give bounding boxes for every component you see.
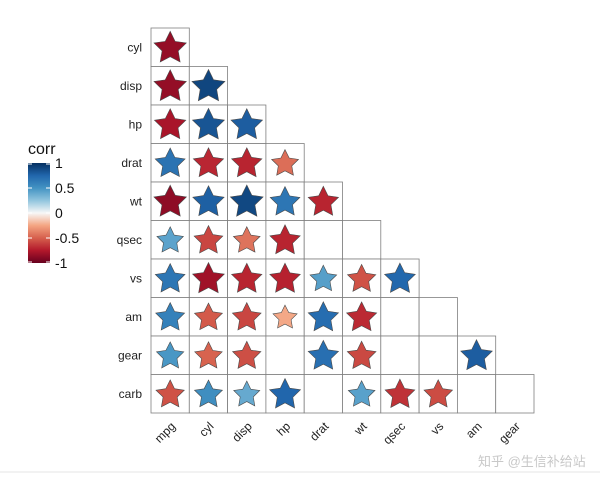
corr-star-qsec-hp	[269, 224, 301, 255]
corr-star-disp-cyl	[191, 68, 226, 102]
corr-star-gear-mpg	[155, 341, 185, 369]
corr-star-wt-drat	[307, 185, 340, 216]
corr-star-vs-cyl	[191, 261, 225, 294]
corr-star-gear-drat	[307, 339, 340, 370]
x-label-vs: vs	[428, 419, 446, 437]
corr-star-drat-mpg	[154, 147, 186, 178]
corr-star-wt-disp	[229, 184, 264, 217]
y-label-cyl: cyl	[127, 40, 142, 54]
grid-cell	[418, 297, 458, 337]
corr-star-carb-wt	[347, 380, 376, 407]
y-label-gear: gear	[118, 348, 142, 362]
corr-star-vs-drat	[309, 264, 338, 292]
corr-star-vs-wt	[346, 263, 377, 292]
x-axis-labels: mpg cyl disp hp drat wt qsec vs am gear	[152, 419, 523, 447]
corr-star-wt-hp	[269, 185, 301, 216]
corr-star-am-wt	[345, 301, 378, 332]
corr-star-gear-am	[460, 339, 493, 371]
grid-cell	[303, 220, 343, 260]
corr-star-drat-cyl	[192, 147, 225, 178]
corr-star-wt-cyl	[192, 185, 225, 217]
corr-star-vs-qsec	[383, 262, 416, 293]
y-label-hp: hp	[129, 117, 143, 131]
y-axis-labels: cyl disp hp drat wt qsec vs am gear carb	[117, 40, 143, 401]
y-label-carb: carb	[119, 387, 143, 401]
corr-star-vs-disp	[230, 262, 263, 293]
legend-title: corr	[28, 141, 56, 158]
legend-tick-label: 1	[55, 155, 63, 171]
x-label-wt: wt	[351, 419, 371, 439]
corr-star-hp-disp	[230, 108, 264, 140]
x-label-qsec: qsec	[380, 419, 408, 447]
legend-tick-label: -0.5	[55, 230, 79, 246]
x-label-disp: disp	[229, 419, 255, 445]
legend: corr 1 0.5 0 -0.5 -1	[28, 141, 79, 271]
x-label-drat: drat	[307, 419, 332, 444]
corr-star-vs-mpg	[154, 262, 186, 293]
x-label-am: am	[463, 419, 485, 441]
corr-star-drat-hp	[270, 148, 300, 176]
grid-cell	[342, 220, 382, 260]
legend-tick-label: -1	[55, 255, 68, 271]
watermark: 知乎 @生信补给站	[478, 454, 586, 469]
corr-star-cyl-mpg	[153, 30, 187, 63]
legend-colorbar	[28, 163, 50, 263]
x-label-gear: gear	[496, 419, 523, 446]
corr-star-wt-mpg	[153, 184, 188, 217]
corr-star-qsec-mpg	[156, 226, 185, 253]
corr-star-qsec-cyl	[193, 224, 224, 254]
y-label-vs: vs	[130, 271, 142, 285]
corr-star-carb-hp	[268, 377, 302, 409]
corr-star-disp-mpg	[153, 69, 187, 102]
corr-star-carb-vs	[423, 379, 454, 408]
grid-cell	[418, 335, 458, 375]
corr-star-drat-disp	[230, 147, 263, 178]
grid-cell	[495, 374, 535, 414]
star-markers	[153, 30, 493, 409]
x-label-mpg: mpg	[152, 419, 178, 445]
corr-star-hp-mpg	[153, 108, 187, 140]
x-label-cyl: cyl	[196, 419, 216, 439]
corr-star-gear-cyl	[194, 341, 223, 369]
legend-tick-label: 0.5	[55, 180, 75, 196]
y-label-disp: disp	[120, 79, 142, 93]
grid-cell	[380, 297, 420, 337]
corr-star-carb-disp	[233, 380, 261, 407]
legend-tick-label: 0	[55, 205, 63, 221]
y-label-qsec: qsec	[117, 233, 142, 247]
corr-star-vs-hp	[269, 262, 301, 293]
corr-star-carb-qsec	[384, 378, 416, 408]
corr-star-am-drat	[307, 301, 340, 332]
corr-star-qsec-disp	[232, 226, 261, 253]
y-label-wt: wt	[129, 194, 143, 208]
y-label-am: am	[125, 310, 142, 324]
corr-star-am-cyl	[193, 302, 224, 331]
grid-cell	[265, 335, 305, 375]
grid-cell	[456, 374, 497, 414]
y-label-drat: drat	[121, 156, 142, 170]
corr-star-am-hp	[272, 304, 298, 329]
x-label-hp: hp	[274, 419, 294, 439]
grid-cell	[303, 374, 343, 414]
corr-star-gear-disp	[231, 340, 262, 369]
corr-star-gear-wt	[346, 340, 377, 369]
corr-star-hp-cyl	[191, 107, 226, 140]
corr-star-carb-cyl	[193, 379, 224, 408]
legend-ticks: 1 0.5 0 -0.5 -1	[28, 155, 79, 271]
corr-star-am-mpg	[155, 301, 186, 331]
corr-star-am-disp	[231, 301, 262, 331]
grid-cell	[380, 335, 420, 375]
corr-star-carb-mpg	[155, 379, 185, 408]
